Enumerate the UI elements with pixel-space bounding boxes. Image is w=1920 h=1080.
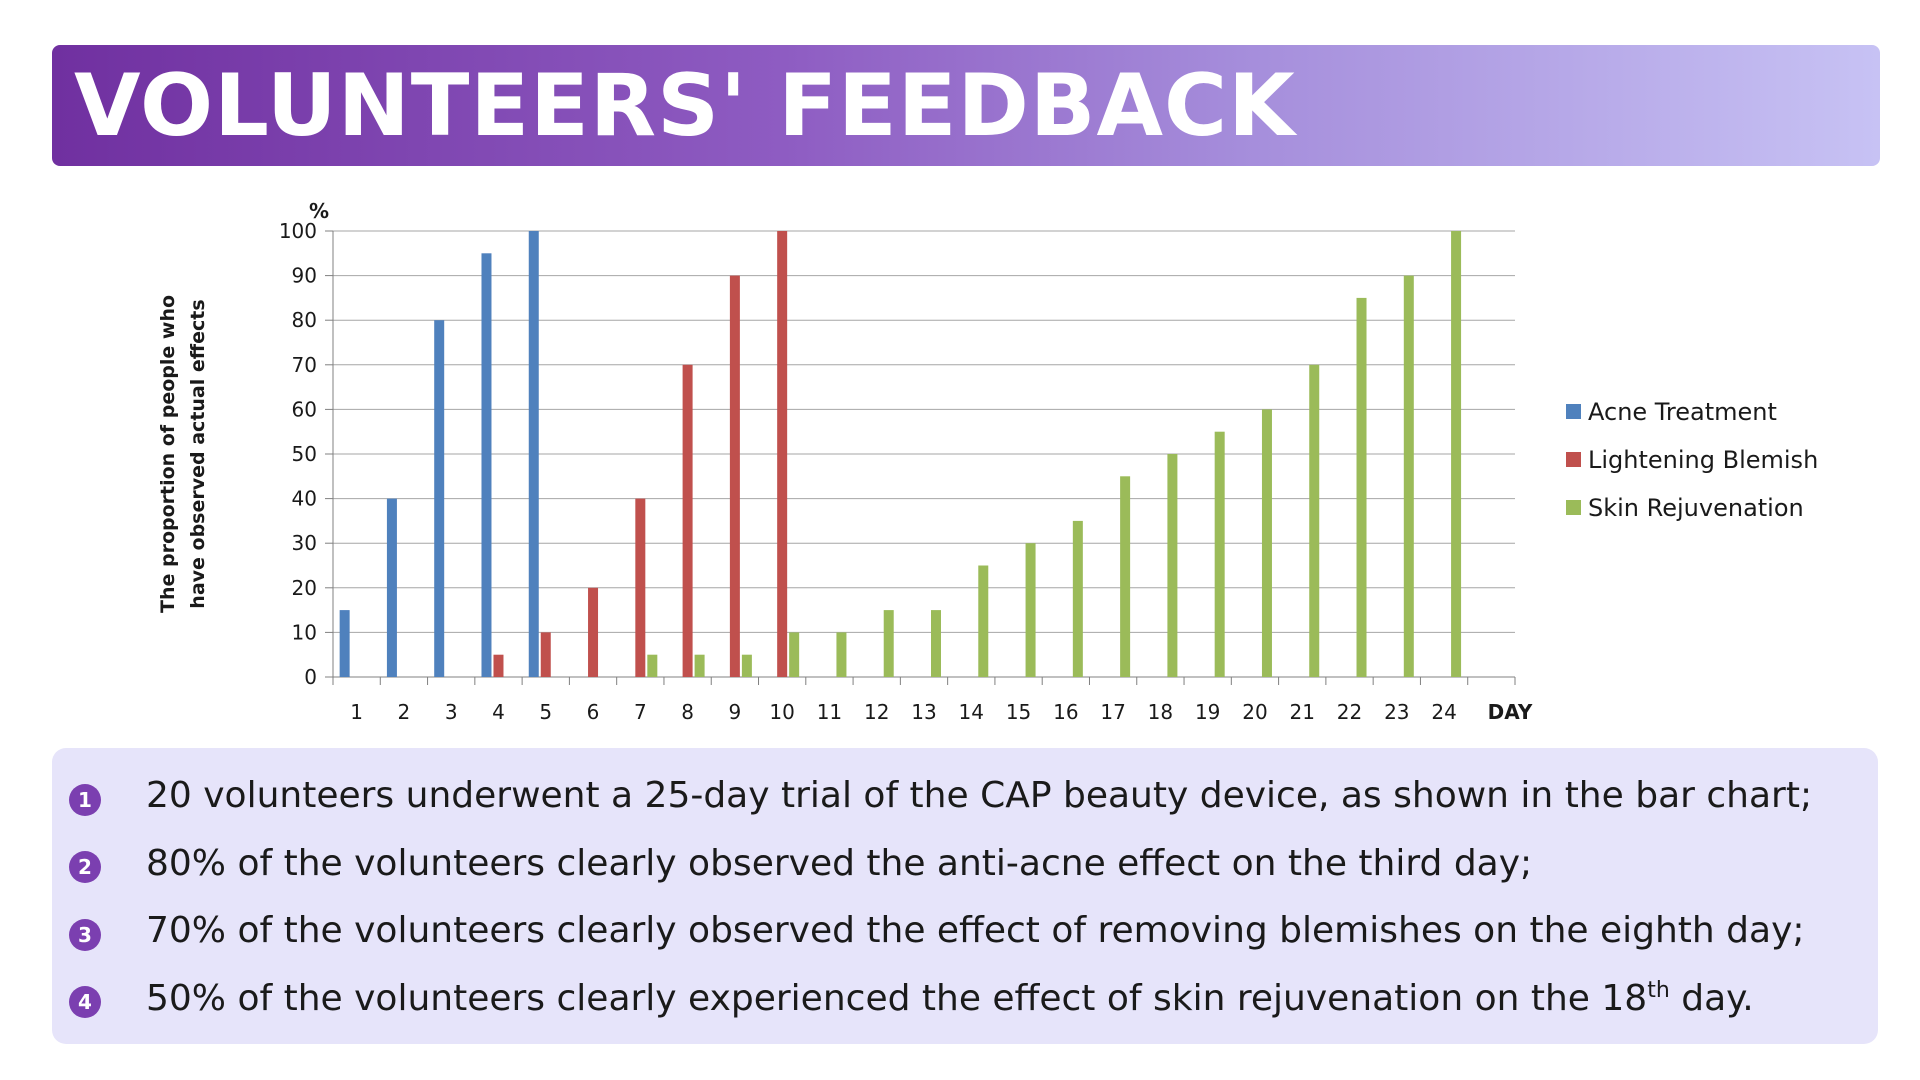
bar-2-15 bbox=[1025, 543, 1036, 677]
note-number-badge: 4 bbox=[69, 986, 101, 1019]
x-tick-label: 8 bbox=[681, 700, 694, 724]
bar-0-5 bbox=[528, 231, 539, 677]
x-tick-label: 17 bbox=[1100, 700, 1125, 724]
legend-label-0: Acne Treatment bbox=[1588, 398, 1777, 426]
bar-2-24 bbox=[1451, 231, 1462, 677]
bar-2-10 bbox=[789, 632, 800, 677]
bar-2-8 bbox=[694, 654, 705, 677]
y-tick-label: 60 bbox=[292, 397, 317, 421]
bar-1-6 bbox=[588, 587, 599, 677]
note-text: 50% of the volunteers clearly experience… bbox=[146, 978, 1754, 1019]
y-tick-label: 50 bbox=[292, 442, 317, 466]
x-tick-label: 12 bbox=[864, 700, 889, 724]
note-text: 20 volunteers underwent a 25-day trial o… bbox=[146, 775, 1813, 817]
note-text-main: 50% of the volunteers clearly experience… bbox=[146, 977, 1648, 1019]
y-tick-label: 80 bbox=[292, 308, 317, 332]
bar-2-12 bbox=[883, 610, 894, 677]
x-tick-label: 5 bbox=[539, 700, 552, 724]
y-tick-label: 30 bbox=[292, 531, 317, 555]
x-tick-label: 21 bbox=[1290, 700, 1315, 724]
legend-swatch-2 bbox=[1566, 500, 1581, 515]
page-title: VOLUNTEERS' FEEDBACK bbox=[74, 55, 1296, 156]
x-tick-label: 7 bbox=[634, 700, 647, 724]
x-tick-label: 4 bbox=[492, 700, 505, 724]
x-tick-label: 13 bbox=[911, 700, 936, 724]
x-tick-label: 23 bbox=[1384, 700, 1409, 724]
bar-1-5 bbox=[540, 632, 551, 677]
y-unit-label: % bbox=[309, 199, 329, 223]
bar-2-16 bbox=[1072, 520, 1083, 677]
bar-2-14 bbox=[978, 565, 989, 677]
x-tick-label: 9 bbox=[729, 700, 742, 724]
x-tick-label: 24 bbox=[1431, 700, 1456, 724]
bar-2-11 bbox=[836, 632, 847, 677]
note-item: 2 80% of the volunteers clearly observed… bbox=[52, 830, 1878, 898]
x-tick-label: 16 bbox=[1053, 700, 1078, 724]
x-tick-label: 14 bbox=[959, 700, 984, 724]
y-axis-title-line1: The proportion of people who bbox=[157, 295, 179, 613]
bar-2-23 bbox=[1403, 275, 1414, 677]
header-banner: VOLUNTEERS' FEEDBACK bbox=[52, 45, 1880, 166]
bar-2-7 bbox=[647, 654, 658, 677]
y-tick-label: 10 bbox=[292, 620, 317, 644]
legend-label-2: Skin Rejuvenation bbox=[1588, 494, 1804, 522]
bar-1-9 bbox=[729, 275, 740, 677]
legend-label-1: Lightening Blemish bbox=[1588, 446, 1818, 474]
bar-1-7 bbox=[635, 498, 646, 677]
x-tick-label: 15 bbox=[1006, 700, 1031, 724]
x-axis-title: DAY bbox=[1488, 700, 1533, 724]
note-superscript: th bbox=[1647, 977, 1670, 1003]
x-tick-label: 22 bbox=[1337, 700, 1362, 724]
x-tick-label: 10 bbox=[769, 700, 794, 724]
legend-swatch-0 bbox=[1566, 404, 1581, 419]
note-item: 1 20 volunteers underwent a 25-day trial… bbox=[52, 762, 1878, 830]
x-tick-label: 1 bbox=[350, 700, 363, 724]
x-tick-label: 11 bbox=[817, 700, 842, 724]
y-tick-label: 0 bbox=[304, 665, 317, 689]
bar-2-19 bbox=[1214, 431, 1225, 677]
bar-2-9 bbox=[741, 654, 752, 677]
bar-2-18 bbox=[1167, 454, 1178, 677]
bar-0-3 bbox=[434, 320, 445, 677]
bar-2-22 bbox=[1356, 297, 1367, 677]
bar-1-8 bbox=[682, 364, 693, 677]
note-item: 3 70% of the volunteers clearly observed… bbox=[52, 897, 1878, 965]
note-number-badge: 3 bbox=[69, 918, 101, 951]
note-text: 70% of the volunteers clearly observed t… bbox=[146, 910, 1805, 952]
x-tick-label: 2 bbox=[398, 700, 411, 724]
note-number-badge: 2 bbox=[69, 851, 101, 884]
bar-1-4 bbox=[493, 654, 504, 677]
notes-panel: 1 20 volunteers underwent a 25-day trial… bbox=[52, 748, 1878, 1044]
bar-2-17 bbox=[1120, 476, 1131, 677]
y-tick-label: 40 bbox=[292, 487, 317, 511]
legend-swatch-1 bbox=[1566, 452, 1581, 467]
x-tick-label: 18 bbox=[1148, 700, 1173, 724]
bar-0-4 bbox=[481, 253, 492, 678]
x-tick-label: 20 bbox=[1242, 700, 1267, 724]
bar-2-13 bbox=[931, 610, 941, 677]
x-tick-label: 3 bbox=[445, 700, 458, 724]
y-tick-label: 100 bbox=[279, 219, 317, 243]
note-text: 80% of the volunteers clearly observed t… bbox=[146, 842, 1533, 884]
y-tick-label: 20 bbox=[292, 576, 317, 600]
bar-1-10 bbox=[777, 231, 788, 677]
bar-2-20 bbox=[1261, 409, 1272, 677]
y-axis-title-line2: have observed actual effects bbox=[187, 299, 209, 608]
x-tick-label: 6 bbox=[587, 700, 600, 724]
note-item: 4 50% of the volunteers clearly experien… bbox=[52, 965, 1878, 1033]
note-number-badge: 1 bbox=[69, 783, 101, 816]
y-tick-label: 70 bbox=[292, 353, 317, 377]
bar-0-2 bbox=[386, 498, 397, 677]
note-text-tail: day. bbox=[1669, 977, 1754, 1019]
bar-2-21 bbox=[1309, 364, 1320, 677]
y-tick-label: 90 bbox=[292, 264, 317, 288]
x-tick-label: 19 bbox=[1195, 700, 1220, 724]
bar-0-1 bbox=[339, 610, 350, 677]
